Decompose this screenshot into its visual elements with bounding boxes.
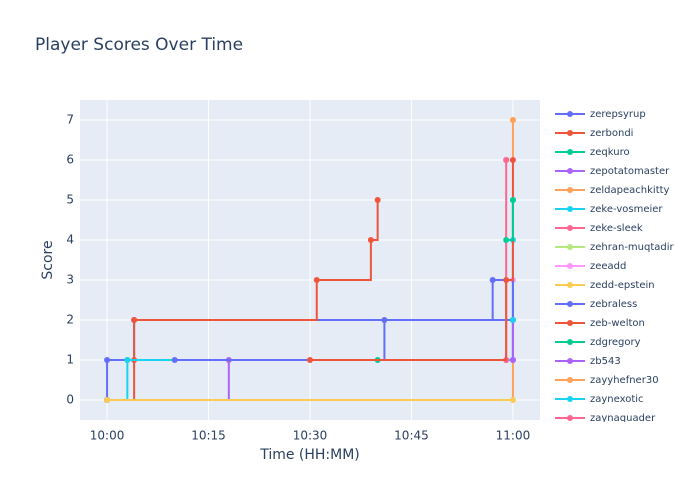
legend-label: zerbondi <box>590 128 633 139</box>
legend-marker <box>567 187 573 193</box>
y-tick-label: 4 <box>66 233 74 247</box>
plot <box>104 117 516 403</box>
data-point <box>509 157 516 163</box>
legend-label: zayyhefner30 <box>590 375 659 386</box>
legend-marker <box>567 396 573 402</box>
legend-marker <box>567 244 573 250</box>
legend-label: zeldapeachkitty <box>590 185 670 196</box>
data-point <box>381 317 388 323</box>
data-point <box>313 277 320 283</box>
data-point <box>131 317 138 323</box>
y-tick-label: 6 <box>66 153 74 167</box>
data-point <box>503 157 510 163</box>
legend-marker <box>567 111 573 117</box>
data-point <box>509 117 516 123</box>
data-point <box>489 277 496 283</box>
x-axis-label: Time (HH:MM) <box>259 447 360 463</box>
legend-label: zerepsyrup <box>590 109 646 120</box>
legend-marker <box>567 168 573 174</box>
data-point <box>307 357 313 363</box>
y-tick-label: 3 <box>66 273 74 287</box>
chart-title: Player Scores Over Time <box>35 35 243 55</box>
x-tick-label: 11:00 <box>496 429 531 443</box>
legend-label: zeke-sleek <box>590 223 643 234</box>
x-tick-label: 10:00 <box>90 429 125 443</box>
data-point <box>509 397 516 403</box>
data-point <box>104 357 111 363</box>
legend-marker <box>567 263 573 269</box>
legend-label: zaynexotic <box>590 394 644 405</box>
legend-marker <box>567 320 573 326</box>
legend-label: zeke-vosmeier <box>590 204 663 215</box>
legend-label: zepotatomaster <box>590 166 670 177</box>
legend-marker <box>567 301 573 307</box>
legend-label: zehran-muqtadir <box>590 242 675 253</box>
data-point <box>509 317 516 323</box>
legend-label: zdgregory <box>590 337 641 348</box>
data-point <box>171 357 178 363</box>
legend-label: zeb-welton <box>590 318 645 329</box>
y-axis-label: Score <box>40 240 56 279</box>
x-tick-label: 10:15 <box>191 429 226 443</box>
data-point <box>503 237 510 243</box>
legend-marker <box>567 225 573 231</box>
legend-marker <box>567 130 573 136</box>
x-tick-label: 10:30 <box>293 429 328 443</box>
legend-label: zaynaquader <box>590 413 656 424</box>
data-point <box>509 197 516 203</box>
legend-label: zebraless <box>590 299 637 310</box>
legend-marker <box>567 206 573 212</box>
legend-label: zedd-epstein <box>590 280 655 291</box>
y-tick-label: 2 <box>66 313 74 327</box>
x-tick-label: 10:45 <box>394 429 429 443</box>
legend-marker <box>567 282 573 288</box>
legend-marker <box>567 149 573 155</box>
legend-label: zeqkuro <box>590 147 630 158</box>
legend-marker <box>567 415 573 421</box>
y-tick-label: 5 <box>66 193 74 207</box>
legend-label: zb543 <box>590 356 621 367</box>
legend-marker <box>567 377 573 383</box>
legend-marker <box>567 358 573 364</box>
data-point <box>124 357 131 363</box>
legend: zerepsyrup zerbondi zeqkuro zepotatomaster z… <box>555 109 675 424</box>
data-point <box>367 237 374 243</box>
series-line <box>107 200 379 401</box>
data-point <box>509 357 516 363</box>
legend-label: zeeadd <box>590 261 626 272</box>
y-tick-label: 1 <box>66 353 74 367</box>
y-tick-label: 7 <box>66 113 74 127</box>
data-point <box>104 397 111 403</box>
data-point <box>374 197 381 203</box>
legend-marker <box>567 339 573 345</box>
data-point <box>503 277 510 283</box>
y-tick-label: 0 <box>66 393 74 407</box>
